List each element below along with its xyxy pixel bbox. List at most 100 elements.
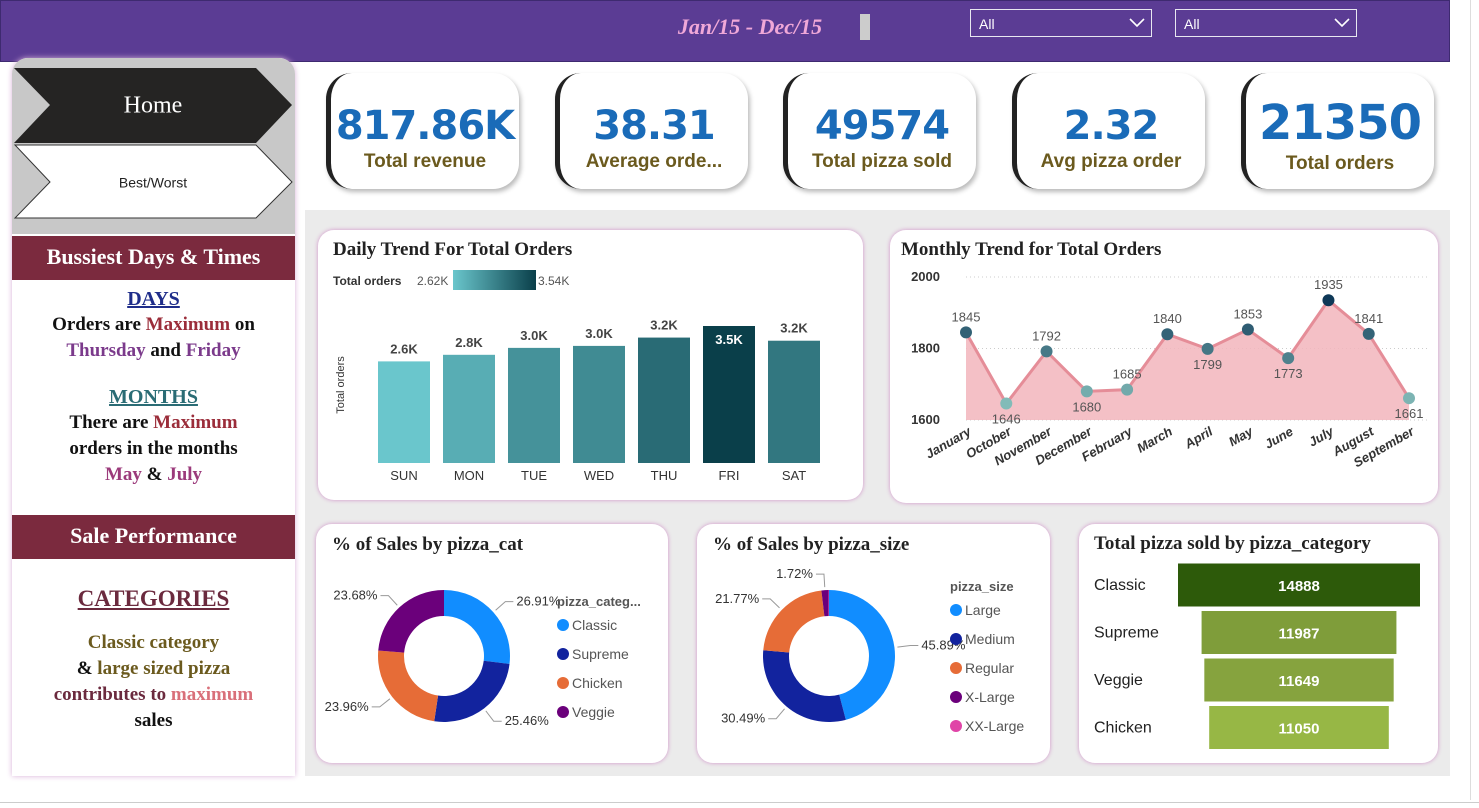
legend-label: Regular xyxy=(965,660,1014,676)
chart-title: % of Sales by pizza_cat xyxy=(332,534,524,555)
date-range: Jan/15 - Dec/15 xyxy=(677,14,823,39)
kpi-card: 817.86K Total revenue xyxy=(326,73,519,189)
chevron xyxy=(1334,18,1350,28)
kpi-card: 38.31 Average orde... xyxy=(555,73,748,189)
insight: CATEGORIES Classic category & large size… xyxy=(12,586,295,734)
legend-label: Veggie xyxy=(572,704,615,720)
value-label: 2.6K xyxy=(390,341,418,356)
data-label: 1792 xyxy=(1032,328,1061,343)
nav-home[interactable] xyxy=(14,68,292,143)
divider xyxy=(1470,0,1471,800)
data-label: 1.72% xyxy=(776,566,813,581)
slice xyxy=(434,660,510,722)
legend-swatch xyxy=(950,662,962,674)
legend-swatch xyxy=(950,604,962,616)
data-label: 30.49% xyxy=(721,711,766,726)
y-tick-label: 1800 xyxy=(911,341,940,356)
divider xyxy=(0,802,1479,803)
x-tick-label: March xyxy=(1134,424,1175,456)
bar-chart: Daily Trend For Total Orders Total orders… xyxy=(318,230,863,500)
text: and xyxy=(150,340,181,361)
value-label: 3.5K xyxy=(715,332,743,347)
marker xyxy=(1161,328,1174,341)
bar xyxy=(1201,611,1397,654)
text: & xyxy=(146,464,163,485)
nav-label[interactable]: Best/Worst xyxy=(119,175,187,191)
leader-line xyxy=(768,708,785,720)
filter-dropdown[interactable]: All xyxy=(970,9,1152,37)
text: orders in the months xyxy=(69,438,238,459)
slice xyxy=(444,590,510,664)
legend-swatch xyxy=(557,706,569,718)
text: There are xyxy=(69,412,149,433)
value-label: 11649 xyxy=(1279,673,1320,690)
legend-swatch xyxy=(557,619,569,631)
slider-handle[interactable] xyxy=(860,14,870,40)
donut-chart: % of Sales by pizza_size45.89%30.49%21.7… xyxy=(697,524,1050,763)
data-label: 1840 xyxy=(1153,311,1182,326)
y-tick-label: Classic xyxy=(1094,577,1146,594)
y-tick-label: Chicken xyxy=(1094,720,1152,737)
leader-line xyxy=(495,601,514,611)
marker xyxy=(1000,397,1013,410)
slice xyxy=(378,650,439,722)
leader-line xyxy=(762,598,780,609)
text: & xyxy=(76,658,93,679)
bar xyxy=(1209,706,1389,749)
y-axis-label: Total orders xyxy=(335,356,347,414)
insight: DAYS Orders are Maximum on Thursday and … xyxy=(12,286,295,364)
leader-line xyxy=(815,573,826,588)
legend-max: 3.54K xyxy=(538,274,569,288)
data-label: 25.46% xyxy=(505,713,550,728)
data-label: 21.77% xyxy=(715,591,760,606)
legend-swatch xyxy=(950,633,962,645)
kpi-value: 49574 xyxy=(814,103,950,149)
marker xyxy=(1241,323,1254,336)
y-tick-label: 1600 xyxy=(911,412,940,427)
nav-bestworst[interactable] xyxy=(13,144,293,219)
legend-label: Chicken xyxy=(572,675,623,691)
data-label: 1935 xyxy=(1314,277,1343,292)
kpi-card: 2.32 Avg pizza order xyxy=(1012,73,1205,189)
text: on xyxy=(234,314,255,335)
x-tick-label: April xyxy=(1181,423,1215,451)
data-label: 1680 xyxy=(1072,399,1101,414)
insight-title: DAYS xyxy=(127,288,180,310)
chart-title: Monthly Trend for Total Orders xyxy=(901,239,1161,260)
text: Maximum xyxy=(153,412,238,433)
value-label: 3.0K xyxy=(585,326,613,341)
slice xyxy=(821,590,829,617)
text: July xyxy=(167,464,203,485)
bar xyxy=(508,347,560,463)
marker xyxy=(1403,392,1415,405)
insight: MONTHS There are Maximum orders in the m… xyxy=(12,384,295,488)
line xyxy=(964,298,1411,407)
marker xyxy=(1362,327,1375,340)
x-tick-label: THU xyxy=(651,468,678,483)
x-tick-label: SAT xyxy=(782,468,806,483)
hbar-chart: Total pizza sold by pizza_category Classi… xyxy=(1079,524,1438,763)
filter-dropdown[interactable]: All xyxy=(1175,9,1357,37)
kpi-label: Avg pizza order xyxy=(1040,151,1182,172)
chart-title: Daily Trend For Total Orders xyxy=(333,239,572,260)
y-tick-label: Veggie xyxy=(1094,672,1143,689)
legend-label: Medium xyxy=(965,631,1015,647)
data-label: 23.96% xyxy=(325,699,370,714)
donut-chart: % of Sales by pizza_cat 26.91% 25.46% 23.96… xyxy=(316,524,668,763)
legend-swatch xyxy=(557,648,569,660)
data-label: 1799 xyxy=(1193,357,1222,372)
nav-label[interactable]: Home xyxy=(124,93,183,119)
bar xyxy=(378,361,430,463)
x-tick-label: May xyxy=(1226,423,1256,449)
leader-line xyxy=(371,698,391,708)
legend-swatch xyxy=(557,677,569,689)
data-label: 26.91% xyxy=(516,594,561,609)
text: Orders are xyxy=(52,314,141,335)
text: May xyxy=(104,464,142,485)
legend-label: Supreme xyxy=(572,646,629,662)
kpi-label: Total orders xyxy=(1285,153,1395,174)
section-heading: Sale Performance xyxy=(12,515,295,559)
text: Maximum xyxy=(145,314,231,335)
x-tick-label: TUE xyxy=(521,468,547,483)
text: sales xyxy=(134,710,173,731)
